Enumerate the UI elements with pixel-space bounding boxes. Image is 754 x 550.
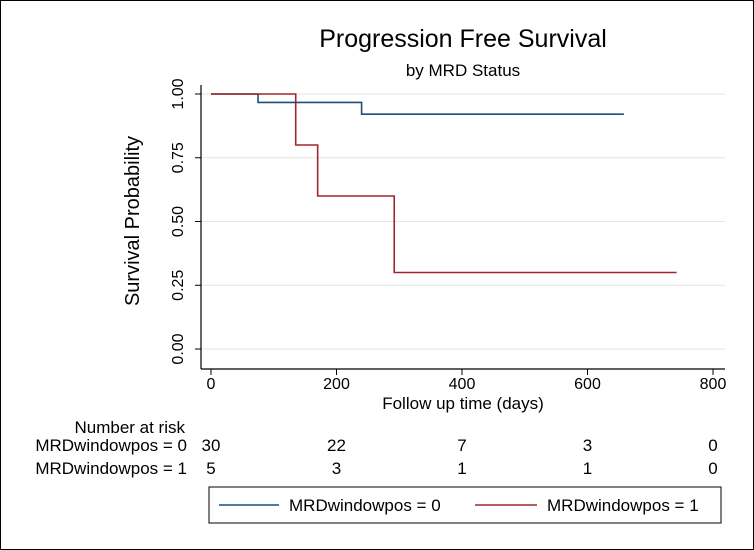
risk-table-title: Number at risk — [74, 418, 185, 437]
x-tick-label: 600 — [574, 376, 601, 393]
x-tick-label: 200 — [323, 376, 350, 393]
risk-count: 3 — [332, 459, 341, 478]
x-tick-label: 800 — [700, 376, 727, 393]
legend-label: MRDwindowpos = 0 — [289, 496, 441, 515]
y-tick-label: 0.25 — [170, 270, 187, 301]
legend-label: MRDwindowpos = 1 — [547, 496, 699, 515]
risk-count: 22 — [327, 436, 346, 455]
risk-count: 1 — [457, 459, 466, 478]
legend-box — [208, 486, 722, 524]
y-tick-label: 1.00 — [170, 78, 187, 109]
y-tick-label: 0.50 — [170, 206, 187, 237]
axes: 0.00 0.25 0.50 0.75 1.00 0 200 400 600 800 — [170, 78, 726, 393]
chart-title: Progression Free Survival — [319, 25, 607, 53]
x-tick-label: 400 — [449, 376, 476, 393]
grid-lines — [201, 93, 725, 350]
risk-count: 0 — [708, 459, 717, 478]
risk-count: 0 — [708, 436, 717, 455]
x-tick-label: 0 — [207, 376, 216, 393]
series-line-0 — [211, 93, 624, 115]
chart-subtitle: by MRD Status — [406, 61, 520, 80]
y-tick-label: 0.75 — [170, 142, 187, 173]
risk-count: 30 — [202, 436, 221, 455]
y-axis-label: Survival Probability — [122, 136, 144, 306]
risk-count: 3 — [583, 436, 592, 455]
risk-row-label: MRDwindowpos = 0 — [35, 436, 187, 455]
risk-count: 7 — [457, 436, 466, 455]
series-lines — [211, 93, 677, 274]
x-axis-label: Follow up time (days) — [382, 394, 544, 413]
risk-count: 1 — [583, 459, 592, 478]
y-tick-label: 0.00 — [170, 333, 187, 364]
legend: MRDwindowpos = 0 MRDwindowpos = 1 — [208, 486, 722, 524]
risk-row-label: MRDwindowpos = 1 — [35, 459, 187, 478]
series-line-1 — [211, 93, 677, 274]
risk-count: 5 — [206, 459, 215, 478]
